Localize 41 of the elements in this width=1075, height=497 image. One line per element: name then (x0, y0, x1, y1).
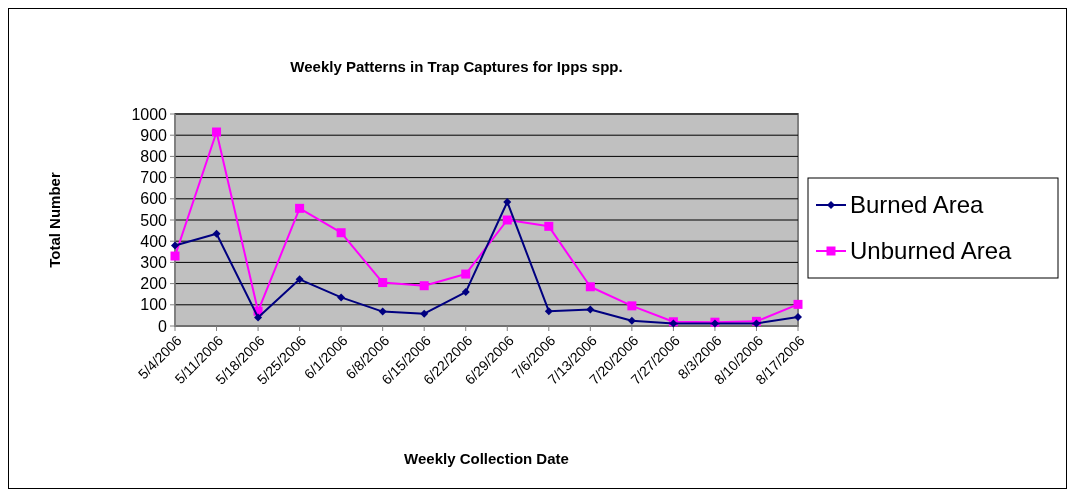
y-tick-label: 600 (140, 190, 168, 208)
point (627, 316, 636, 325)
y-tick-label: 0 (158, 317, 168, 335)
point (378, 307, 387, 316)
y-tick-label: 900 (140, 126, 168, 144)
y-tick-label: 400 (140, 232, 168, 250)
point (336, 228, 346, 238)
point (794, 313, 802, 322)
legend-label: Unburned Area (850, 237, 1013, 265)
point (337, 293, 346, 302)
y-tick-label: 800 (140, 148, 168, 165)
point (627, 301, 637, 311)
y-tick-label: 500 (140, 211, 168, 229)
y-tick-label: 100 (140, 296, 168, 314)
point (295, 203, 305, 213)
chart-title: Weekly Patterns in Trap Captures for Ipps spp. (290, 58, 623, 75)
y-tick-label: 300 (140, 254, 168, 271)
point (793, 299, 803, 309)
point (212, 229, 221, 238)
x-axis-title: Weekly Collection Date (404, 450, 569, 467)
point (461, 288, 470, 297)
point (585, 282, 595, 292)
point (378, 278, 388, 288)
point (420, 309, 429, 318)
point (295, 275, 304, 284)
point (503, 197, 512, 206)
point (586, 305, 595, 314)
point (502, 215, 512, 225)
legend-label: Burned Area (850, 191, 985, 219)
y-tick-label: 200 (140, 275, 168, 293)
point (212, 127, 222, 137)
point (544, 221, 554, 231)
y-tick-label: 1000 (131, 105, 168, 123)
point (419, 281, 429, 291)
y-axis-title: Total Number (46, 172, 63, 268)
point (544, 307, 553, 316)
point (254, 313, 263, 322)
point (171, 241, 179, 250)
point (461, 269, 471, 279)
y-tick-label: 700 (140, 169, 168, 187)
point (170, 251, 180, 261)
